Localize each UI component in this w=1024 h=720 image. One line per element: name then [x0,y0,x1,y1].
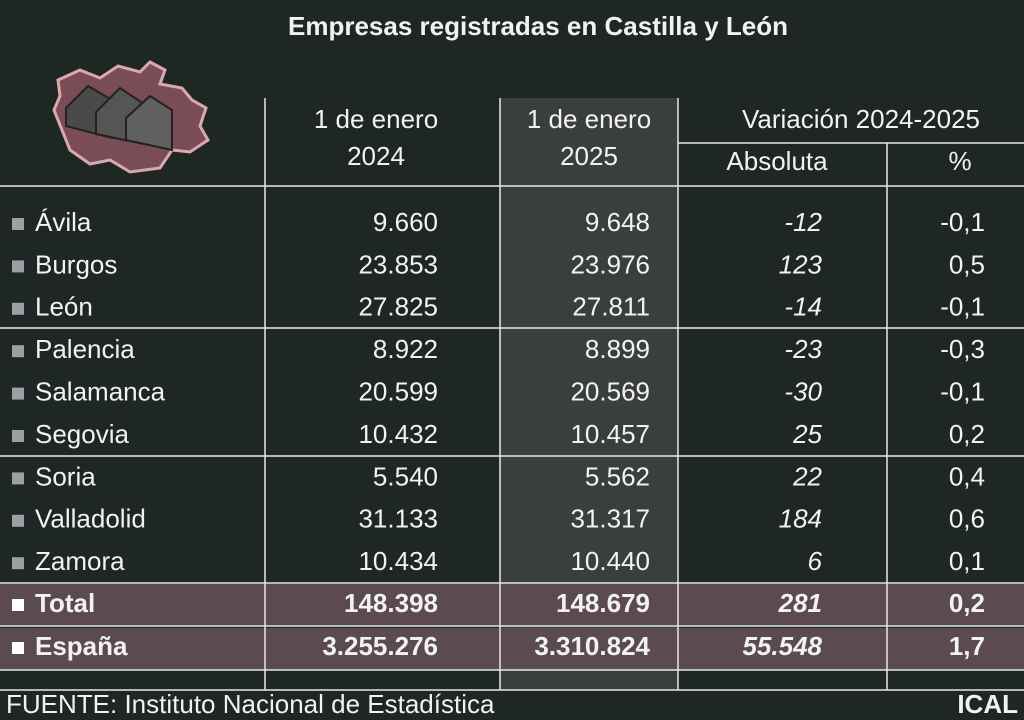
row-label: Soria [35,461,96,491]
value-2025: 31.317 [570,504,650,534]
row-bullet [12,642,24,654]
value-2025: 148.679 [556,588,650,618]
column-header: 2025 [560,141,618,171]
value-2024: 8.922 [373,334,438,364]
map-icon [52,60,210,174]
variation-percent: 1,7 [949,631,985,661]
row-bullet [12,387,24,400]
variation-absolute: 22 [792,461,822,491]
total-band [0,628,1024,670]
variation-absolute: -14 [784,292,822,322]
variation-percent: -0,3 [940,334,985,364]
variation-absolute: 281 [778,588,822,618]
variation-absolute: 6 [808,546,823,576]
source: FUENTE: Instituto Nacional de Estadístic… [6,689,495,719]
value-2025: 10.457 [570,419,650,449]
value-2024: 9.660 [373,207,438,237]
row-bullet [12,557,24,570]
variation-percent: 0,2 [949,588,985,618]
row-bullet [12,514,24,527]
row-label: Palencia [35,334,135,364]
row-bullet [12,302,24,315]
row-bullet [12,430,24,442]
variation-absolute: -12 [784,207,822,237]
row-bullet [12,599,24,611]
value-2024: 20.599 [358,376,438,406]
row-label: Salamanca [35,376,166,406]
value-2024: 148.398 [344,588,438,618]
variation-percent: 0,2 [949,419,985,449]
variation-absolute: 55.548 [742,631,822,661]
value-2024: 10.432 [358,419,438,449]
variation-absolute: -23 [784,334,822,364]
column-header: 1 de enero [314,104,438,134]
value-2025: 27.811 [572,292,650,322]
credit: ICAL [957,689,1018,719]
total-band [0,584,1024,625]
variation-percent: -0,1 [940,376,985,406]
column-header: Variación 2024-2025 [742,104,980,134]
row-label: Burgos [35,249,117,279]
variation-percent: 0,1 [949,546,985,576]
variation-percent: 0,6 [949,504,985,534]
row-label: Total [35,588,95,618]
variation-percent: -0,1 [940,292,985,322]
value-2024: 23.853 [358,249,438,279]
house [125,94,173,152]
value-2025: 20.569 [570,376,650,406]
value-2025: 5.562 [585,461,650,491]
value-2025: 8.899 [585,334,650,364]
row-label: España [35,631,128,661]
row-label: Ávila [35,207,92,237]
row-bullet [12,472,24,485]
column-header: Absoluta [726,146,828,176]
value-2025: 3.310.824 [534,631,650,661]
value-2024: 10.434 [358,546,438,576]
column-header: 1 de enero [527,104,651,134]
value-2024: 5.540 [373,461,438,491]
variation-percent: 0,4 [949,461,985,491]
row-label: León [35,292,93,322]
variation-percent: -0,1 [940,207,985,237]
variation-absolute: 123 [779,249,823,279]
row-label: Zamora [35,546,125,576]
row-bullet [12,218,24,230]
value-2025: 23.976 [570,249,650,279]
column-header: % [948,146,971,176]
variation-absolute: 25 [792,419,822,449]
title: Empresas registradas en Castilla y León [288,11,788,41]
value-2024: 27.825 [358,292,438,322]
value-2024: 31.133 [358,504,438,534]
variation-percent: 0,5 [949,249,985,279]
value-2025: 10.440 [570,546,650,576]
variation-absolute: -30 [784,376,822,406]
value-2025: 9.648 [585,207,650,237]
row-label: Valladolid [35,504,146,534]
variation-absolute: 184 [779,504,822,534]
row-bullet [12,345,24,358]
column-header: 2024 [347,141,405,171]
row-label: Segovia [35,419,129,449]
value-2024: 3.255.276 [322,631,438,661]
row-bullet [12,260,24,273]
